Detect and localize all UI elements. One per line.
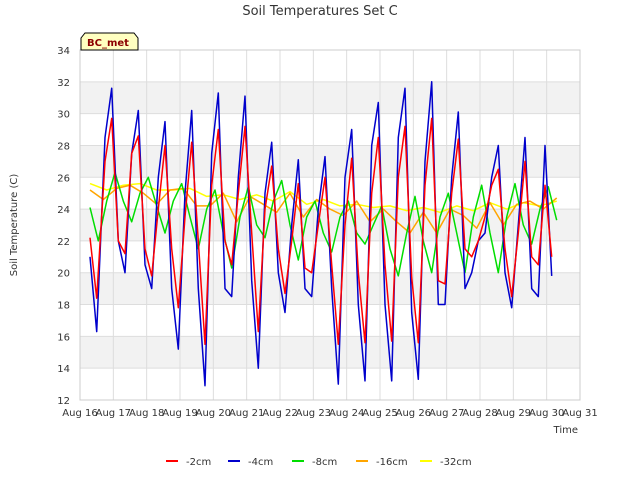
legend-item: -32cm xyxy=(420,457,472,468)
site-tag-box xyxy=(80,32,139,51)
legend-label: -16cm xyxy=(376,457,408,468)
y-tick-label: 30 xyxy=(57,110,70,121)
y-tick-label: 12 xyxy=(57,396,70,407)
legend-item: -16cm xyxy=(356,457,408,468)
y-tick-labels: 12 14 16 18 20 22 24 26 28 30 32 34 xyxy=(57,46,70,407)
legend-item: -2cm xyxy=(166,457,211,468)
series-line-8cmcm xyxy=(89,171,558,277)
plot-frame xyxy=(79,49,581,401)
legend-label: -8cm xyxy=(312,457,337,468)
y-tick-label: 20 xyxy=(57,269,70,280)
x-tick-label: Aug 24 xyxy=(329,408,364,419)
x-tick-label: Aug 21 xyxy=(229,408,264,419)
y-tick-label: 24 xyxy=(57,205,70,216)
grid-lines xyxy=(79,49,581,401)
y-tick-label: 16 xyxy=(57,332,70,343)
chart-title: Soil Temperatures Set C xyxy=(242,4,397,19)
x-tick-label: Aug 26 xyxy=(396,408,431,419)
background-band xyxy=(80,145,580,178)
x-tick-label: Aug 27 xyxy=(429,408,464,419)
background-band xyxy=(80,272,580,305)
x-tick-label: Aug 25 xyxy=(362,408,397,419)
x-tick-label: Aug 31 xyxy=(562,408,597,419)
background-band xyxy=(80,81,580,114)
x-tick-label: Aug 22 xyxy=(262,408,297,419)
x-tick-label: Aug 20 xyxy=(196,408,231,419)
y-tick-label: 22 xyxy=(57,237,70,248)
y-tick-label: 34 xyxy=(57,46,70,57)
background-band xyxy=(80,336,580,369)
x-tick-label: Aug 29 xyxy=(496,408,531,419)
site-tag-label: BC_met xyxy=(87,38,129,49)
legend-label: -32cm xyxy=(440,457,472,468)
x-tick-label: Aug 28 xyxy=(462,408,497,419)
x-axis-label: Time xyxy=(553,425,578,436)
x-tick-label: Aug 17 xyxy=(96,408,131,419)
legend-label: -4cm xyxy=(248,457,273,468)
site-tag: BC_met xyxy=(80,32,139,51)
series-lines xyxy=(89,81,558,387)
y-tick-label: 26 xyxy=(57,173,70,184)
legend-item: -4cm xyxy=(228,457,273,468)
x-tick-label: Aug 30 xyxy=(529,408,564,419)
y-axis-label: Soil Temperature (C) xyxy=(9,174,20,277)
legend: -2cm -4cm -8cm -16cm -32cm xyxy=(166,457,472,468)
y-tick-label: 14 xyxy=(57,364,70,375)
y-tick-label: 28 xyxy=(57,141,70,152)
legend-label: -2cm xyxy=(186,457,211,468)
x-tick-label: Aug 19 xyxy=(162,408,197,419)
x-tick-label: Aug 23 xyxy=(296,408,331,419)
x-tick-label: Aug 18 xyxy=(129,408,164,419)
series-line-2cmcm xyxy=(89,117,553,346)
legend-item: -8cm xyxy=(292,457,337,468)
x-tick-label: Aug 16 xyxy=(62,408,97,419)
y-tick-label: 18 xyxy=(57,301,70,312)
y-tick-label: 32 xyxy=(57,78,70,89)
